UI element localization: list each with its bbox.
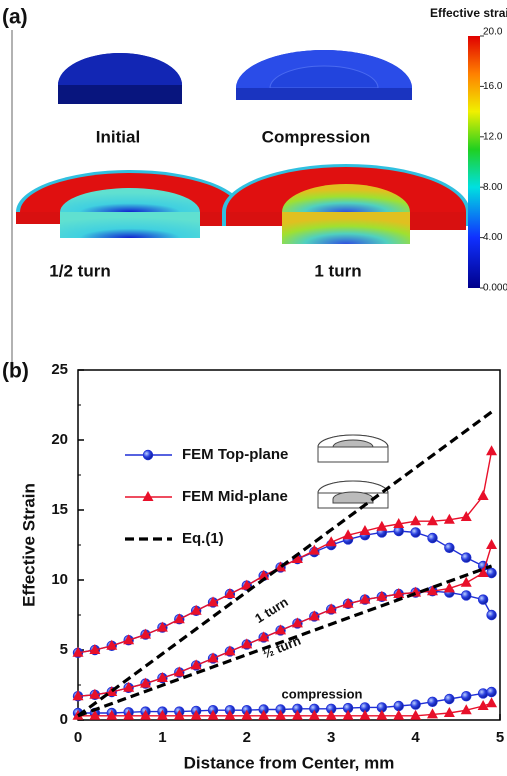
y-tick-label: 25	[51, 361, 68, 378]
panel-label: (a)	[2, 6, 28, 29]
point	[478, 689, 488, 699]
point	[486, 697, 497, 707]
point	[487, 610, 497, 620]
point	[411, 528, 421, 538]
y-tick-label: 5	[60, 641, 68, 658]
point	[461, 553, 471, 563]
plot-frame	[78, 370, 500, 720]
point	[478, 490, 489, 500]
initial-specimen	[58, 53, 182, 104]
colorbar	[468, 36, 480, 288]
panel-label: (b)	[2, 360, 29, 383]
colorbar-tick-label: 0.000	[483, 283, 507, 294]
point	[461, 577, 472, 587]
colorbar-tick-label: 20.0	[483, 27, 503, 38]
colorbar-tick-label: 4.00	[483, 232, 503, 243]
curve-annotation: compression	[282, 686, 363, 701]
half-turn-specimen	[16, 170, 244, 238]
y-tick-label: 20	[51, 431, 68, 448]
y-axis-title: Effective Strain	[19, 483, 38, 607]
point	[487, 687, 497, 697]
x-tick-label: 1	[158, 729, 166, 746]
point	[376, 710, 387, 720]
colorbar-title: Effective strain	[430, 6, 507, 20]
legend-label: FEM Top-plane	[182, 446, 288, 463]
x-tick-label: 3	[327, 729, 335, 746]
x-tick-label: 0	[74, 729, 82, 746]
point	[410, 515, 421, 525]
point	[461, 591, 471, 601]
legend-marker	[143, 491, 154, 501]
figure: (a) Effective strain (b) Distance from C…	[0, 0, 507, 776]
point	[486, 445, 497, 455]
point	[428, 533, 438, 543]
x-tick-label: 5	[496, 729, 504, 746]
specimen-caption: Initial	[96, 127, 140, 146]
curve-annotation: 1 turn	[252, 594, 291, 626]
point	[445, 694, 455, 704]
series-line	[78, 451, 492, 653]
colorbar-tick-label: 12.0	[483, 131, 503, 142]
compression-specimen	[236, 50, 412, 100]
point	[428, 697, 438, 707]
x-tick-label: 4	[411, 729, 420, 746]
point	[445, 543, 455, 553]
point	[411, 700, 421, 710]
colorbar-tick-label: 16.0	[483, 81, 503, 92]
legend-label: FEM Mid-plane	[182, 488, 288, 505]
y-tick-label: 0	[60, 711, 68, 728]
specimen-caption: Compression	[262, 127, 371, 146]
point	[461, 691, 471, 701]
y-tick-label: 10	[51, 571, 68, 588]
page: (a) Effective strain (b) Distance from C…	[0, 0, 507, 776]
point	[394, 701, 404, 711]
point	[393, 710, 404, 720]
y-tick-label: 15	[51, 501, 68, 518]
specimen-caption: 1/2 turn	[49, 261, 110, 280]
legend-label: Eq.(1)	[182, 530, 224, 547]
point	[486, 539, 497, 549]
x-tick-label: 2	[243, 729, 251, 746]
point	[478, 595, 488, 605]
one-turn-specimen	[222, 164, 470, 244]
colorbar-tick-label: 8.00	[483, 182, 503, 193]
specimen-caption: 1 turn	[314, 261, 361, 280]
legend-marker	[143, 450, 153, 460]
x-axis-title: Distance from Center, mm	[184, 753, 395, 772]
point	[359, 710, 370, 720]
